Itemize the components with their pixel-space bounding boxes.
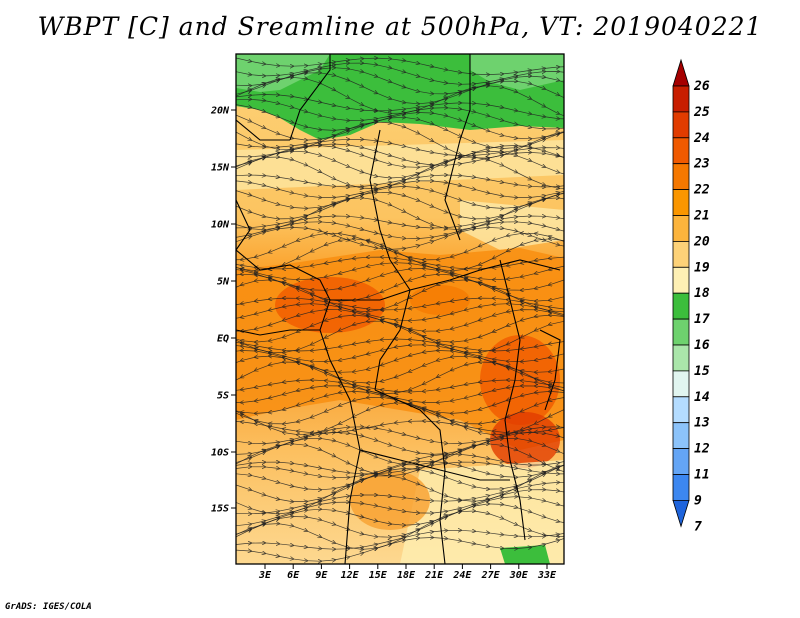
- lon-tick-label: 18E: [397, 570, 416, 581]
- lat-tick-label: 15N: [211, 163, 230, 174]
- lon-tick-label: 15E: [369, 570, 388, 581]
- colorbar-cell: [672, 344, 690, 372]
- streamlines: [236, 58, 564, 561]
- colorbar-cell: [672, 370, 690, 398]
- colorbar-cell: [672, 137, 690, 165]
- colorbar-cell: [672, 111, 690, 139]
- colorbar-top-arrow: [672, 58, 690, 87]
- colorbar-bottom-arrow: [672, 500, 690, 528]
- colorbar-label: 25: [693, 105, 710, 120]
- colorbar-label: 18: [694, 286, 710, 301]
- colorbar-cell: [672, 266, 690, 294]
- colorbar: 26 25 24 23 22 21 20 19 18 17 16 15 14 13 12 11 9 7: [672, 58, 710, 534]
- colorbar-label: 22: [693, 183, 710, 198]
- lat-tick-label: 5N: [217, 277, 230, 288]
- colorbar-cell: [672, 85, 690, 113]
- colorbar-label: 26: [693, 79, 710, 94]
- lon-tick-label: 33E: [537, 570, 557, 581]
- colorbar-cell: [672, 163, 690, 190]
- colorbar-label: 11: [694, 468, 710, 483]
- lat-tick-label: 10N: [211, 220, 230, 231]
- colorbar-label: 17: [694, 312, 710, 327]
- lon-tick-label: 3E: [258, 570, 272, 581]
- colorbar-cell: [672, 422, 690, 450]
- streamline: [236, 536, 564, 561]
- colorbar-label: 14: [694, 390, 710, 405]
- lon-tick-label: 30E: [509, 570, 529, 581]
- lat-tick-label: 20N: [210, 106, 230, 117]
- lon-tick-label: 21E: [424, 570, 444, 581]
- colorbar-label: 21: [693, 209, 710, 224]
- colorbar-cell: [672, 189, 690, 216]
- colorbar-label: 15: [694, 364, 710, 379]
- colorbar-label: 23: [693, 157, 710, 172]
- colorbar-label: 16: [694, 338, 710, 353]
- colorbar-label: 24: [693, 131, 710, 146]
- lat-tick-label: 15S: [211, 504, 229, 515]
- latitude-axis: 20N 15N 10N 5N EQ 5S 10S 15S: [210, 106, 236, 515]
- colorbar-label: 7: [694, 519, 702, 534]
- colorbar-label: 20: [693, 234, 710, 249]
- colorbar-cell: [672, 292, 690, 320]
- lon-tick-label: 27E: [481, 570, 501, 581]
- colorbar-label: 12: [694, 442, 710, 457]
- colorbar-cell: [672, 396, 690, 424]
- colorbar-label: 13: [694, 416, 710, 431]
- longitude-axis: 3E 6E 9E 12E 15E 18E 21E 24E 27E 30E 33E: [258, 564, 557, 581]
- lat-tick-label: 5S: [217, 391, 229, 402]
- lat-tick-label: EQ: [217, 334, 229, 345]
- colorbar-cell: [672, 240, 690, 268]
- country-borders: [236, 54, 561, 564]
- lat-tick-label: 10S: [211, 448, 229, 459]
- lon-tick-label: 12E: [341, 570, 360, 581]
- colorbar-label: 9: [694, 493, 702, 508]
- lon-tick-label: 6E: [287, 570, 300, 581]
- map-frame: [235, 53, 565, 565]
- colorbar-cell: [672, 448, 690, 475]
- lon-tick-label: 24E: [452, 570, 472, 581]
- colorbar-label: 19: [694, 260, 710, 275]
- grads-credit: GrADS: IGES/COLA: [5, 602, 92, 612]
- chart-title: WBPT [C] and Sreamline at 500hPa, VT: 20…: [37, 12, 763, 41]
- lon-tick-label: 9E: [315, 570, 328, 581]
- colorbar-cell: [672, 474, 690, 501]
- colorbar-cell: [672, 318, 690, 346]
- colorbar-cell: [672, 215, 690, 242]
